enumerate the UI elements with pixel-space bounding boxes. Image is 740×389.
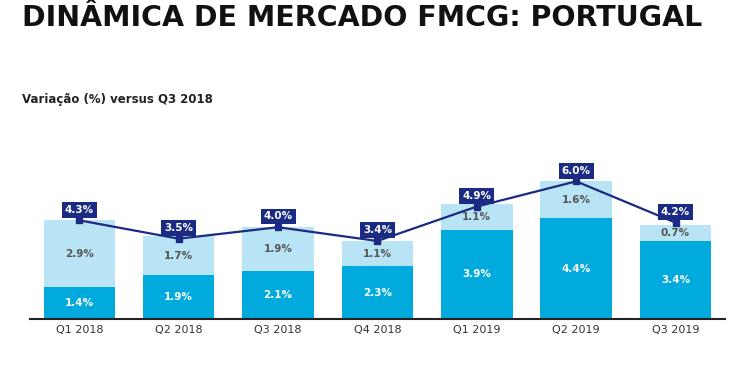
Text: 4.2%: 4.2% xyxy=(661,207,690,217)
Text: 4.3%: 4.3% xyxy=(64,205,94,215)
Text: 6.0%: 6.0% xyxy=(562,166,591,175)
Text: 1.1%: 1.1% xyxy=(363,249,392,259)
Text: 1.7%: 1.7% xyxy=(164,251,193,261)
Text: 1.9%: 1.9% xyxy=(263,244,292,254)
Bar xyxy=(44,220,115,287)
Text: DINÂMICA DE MERCADO FMCG: PORTUGAL: DINÂMICA DE MERCADO FMCG: PORTUGAL xyxy=(22,4,702,32)
Text: 1.6%: 1.6% xyxy=(562,194,591,205)
Bar xyxy=(540,181,612,218)
Text: 2.1%: 2.1% xyxy=(263,290,292,300)
Bar xyxy=(143,237,215,275)
Bar xyxy=(143,275,215,319)
Text: 2.9%: 2.9% xyxy=(65,249,94,259)
Bar xyxy=(342,266,413,319)
Bar xyxy=(640,241,711,319)
Bar xyxy=(242,271,314,319)
Text: 4.4%: 4.4% xyxy=(562,263,591,273)
Bar xyxy=(44,287,115,319)
Text: 0.7%: 0.7% xyxy=(661,228,690,238)
Text: 3.9%: 3.9% xyxy=(462,269,491,279)
Text: 3.4%: 3.4% xyxy=(661,275,690,285)
Text: 2.3%: 2.3% xyxy=(363,287,392,298)
Text: 4.0%: 4.0% xyxy=(263,212,292,221)
Text: 4.9%: 4.9% xyxy=(462,191,491,201)
Text: Variação (%) versus Q3 2018: Variação (%) versus Q3 2018 xyxy=(22,93,213,106)
Bar xyxy=(640,225,711,241)
Bar xyxy=(242,227,314,271)
Text: 1.9%: 1.9% xyxy=(164,292,193,302)
Bar xyxy=(342,241,413,266)
Bar xyxy=(441,230,513,319)
Bar xyxy=(540,218,612,319)
Text: 1.1%: 1.1% xyxy=(462,212,491,222)
Bar xyxy=(441,204,513,230)
Text: 3.4%: 3.4% xyxy=(363,225,392,235)
Text: 1.4%: 1.4% xyxy=(64,298,94,308)
Text: 3.5%: 3.5% xyxy=(164,223,193,233)
Legend: CRESCIMENTO EM VOLUME, EFEITO-PREÇO, CRESCIMENTO EM VALOR: CRESCIMENTO EM VOLUME, EFEITO-PREÇO, CRE… xyxy=(124,387,631,389)
